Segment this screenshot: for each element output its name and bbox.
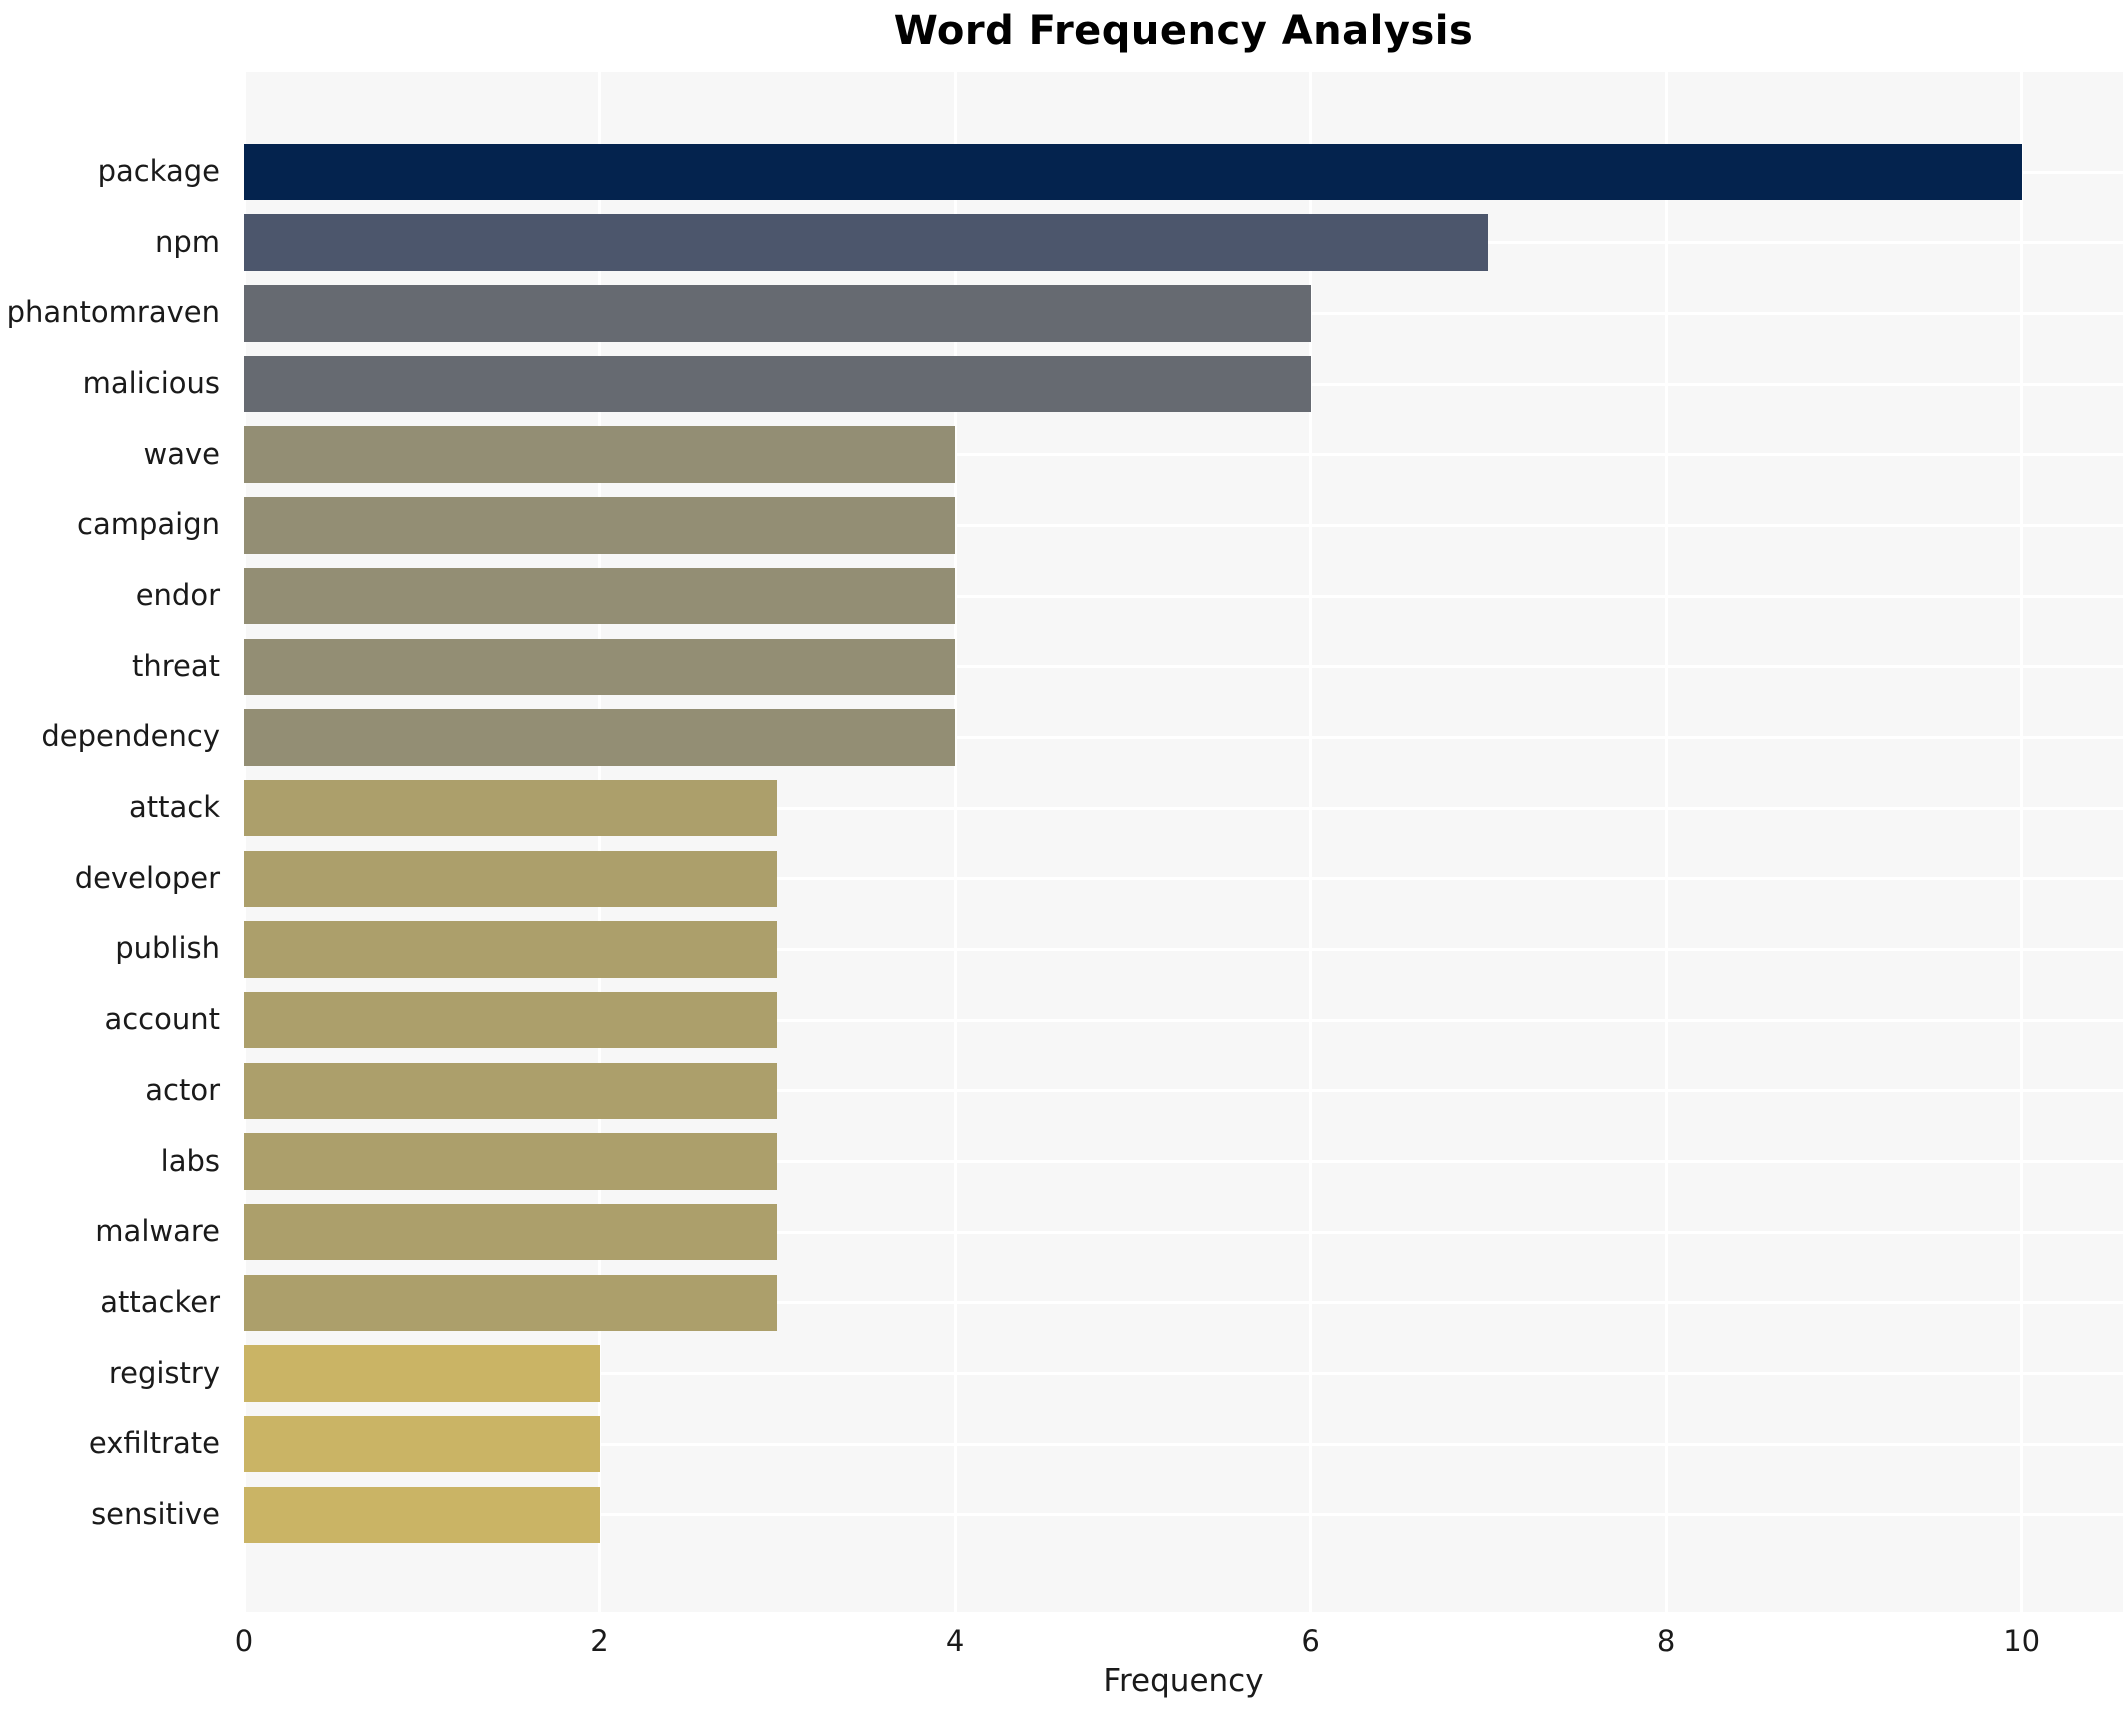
y-tick-label-package: package bbox=[97, 154, 220, 188]
bar-endor bbox=[244, 567, 956, 625]
bar-phantomraven bbox=[244, 285, 1311, 342]
y-tick-label-malicious: malicious bbox=[82, 366, 220, 401]
horizontal-gridline bbox=[244, 453, 2123, 457]
y-tick-label-labs: labs bbox=[160, 1143, 220, 1178]
bar-registry bbox=[244, 1345, 600, 1402]
x-tick-label: 6 bbox=[1301, 1624, 1320, 1658]
horizontal-gridline bbox=[244, 523, 2123, 527]
horizontal-gridline bbox=[244, 1301, 2123, 1305]
vertical-gridline bbox=[953, 72, 957, 1612]
y-axis-labels: package npm phantomraven malicious wave campa… bbox=[0, 72, 232, 1612]
x-axis-label: Frequency bbox=[1103, 1663, 1264, 1699]
y-tick-label-threat: threat bbox=[131, 648, 220, 683]
y-tick-label-developer: developer bbox=[74, 860, 220, 895]
y-tick-label-npm: npm bbox=[154, 224, 220, 259]
horizontal-gridline bbox=[244, 1513, 2123, 1517]
bar-exfiltrate bbox=[244, 1415, 600, 1473]
y-tick-label-actor: actor bbox=[145, 1072, 220, 1107]
vertical-gridline bbox=[2020, 72, 2024, 1612]
x-tick-label: 10 bbox=[2003, 1624, 2041, 1658]
x-tick-label: 0 bbox=[234, 1624, 254, 1658]
y-tick-label-malware: malware bbox=[95, 1214, 220, 1249]
bar-wave bbox=[244, 426, 956, 483]
horizontal-gridline bbox=[244, 877, 2123, 881]
bar-attack bbox=[244, 779, 778, 837]
y-tick-label-sensitive: sensitive bbox=[91, 1496, 220, 1531]
horizontal-gridline bbox=[244, 735, 2123, 739]
y-tick-label-publish: publish bbox=[115, 931, 220, 966]
x-tick-label: 2 bbox=[590, 1624, 609, 1658]
horizontal-gridline bbox=[244, 1018, 2123, 1022]
y-tick-label-exfiltrate: exfiltrate bbox=[88, 1426, 220, 1461]
bar-labs bbox=[244, 1133, 778, 1190]
x-tick-label: 4 bbox=[945, 1624, 965, 1658]
y-tick-label-account: account bbox=[104, 1002, 220, 1037]
y-tick-label-phantomraven: phantomraven bbox=[6, 295, 220, 330]
horizontal-gridline bbox=[244, 806, 2123, 810]
bar-threat bbox=[244, 638, 956, 695]
bar-npm bbox=[244, 214, 1489, 271]
horizontal-gridline bbox=[244, 1372, 2123, 1376]
y-tick-label-attack: attack bbox=[128, 790, 220, 825]
horizontal-gridline bbox=[244, 665, 2123, 669]
bar-malicious bbox=[244, 355, 1311, 413]
y-tick-label-campaign: campaign bbox=[77, 507, 220, 542]
horizontal-gridline bbox=[244, 594, 2123, 598]
vertical-gridline bbox=[598, 72, 602, 1612]
bar-malware bbox=[244, 1203, 778, 1261]
y-tick-label-wave: wave bbox=[143, 436, 221, 471]
horizontal-gridline bbox=[244, 1089, 2123, 1093]
vertical-gridline bbox=[1664, 72, 1668, 1612]
horizontal-gridline bbox=[244, 1230, 2123, 1234]
x-tick-label: 8 bbox=[1656, 1624, 1676, 1658]
horizontal-gridline bbox=[244, 1442, 2123, 1446]
vertical-gridline bbox=[1309, 72, 1313, 1612]
bar-sensitive bbox=[244, 1486, 600, 1544]
plot-area bbox=[242, 72, 2123, 1612]
chart-title: Word Frequency Analysis bbox=[893, 8, 1474, 54]
y-tick-label-dependency: dependency bbox=[41, 719, 220, 754]
bar-attacker bbox=[244, 1274, 778, 1332]
bar-package bbox=[244, 143, 2022, 201]
bar-publish bbox=[244, 921, 778, 978]
bar-dependency bbox=[244, 709, 956, 766]
horizontal-gridline bbox=[244, 1160, 2123, 1164]
bar-actor bbox=[244, 1062, 778, 1120]
bar-campaign bbox=[244, 497, 956, 554]
y-tick-label-endor: endor bbox=[135, 578, 220, 613]
y-tick-label-registry: registry bbox=[108, 1355, 220, 1390]
y-tick-label-attacker: attacker bbox=[100, 1284, 220, 1319]
bar-account bbox=[244, 991, 778, 1049]
horizontal-gridline bbox=[244, 947, 2123, 951]
bar-developer bbox=[244, 850, 778, 908]
vertical-gridline bbox=[242, 72, 246, 1612]
